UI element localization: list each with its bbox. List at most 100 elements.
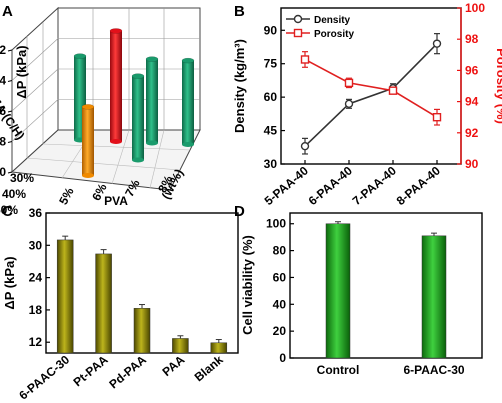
ytick-label: 36 <box>29 206 43 220</box>
bar-Pd-PAA <box>133 308 151 354</box>
bar-base-cap <box>132 157 144 163</box>
panel-a-ytick-label: 24 <box>0 74 6 88</box>
panel-a-ytick-label: 8 <box>0 135 6 149</box>
panel-b-y2tick-label: 100 <box>465 1 485 15</box>
bar-base-cap <box>182 142 194 147</box>
ytick-label: 80 <box>273 244 287 258</box>
bar-Blank <box>210 342 228 354</box>
panel-b-ytick-label: 30 <box>264 157 278 171</box>
panel-b-xtick-label: 8-PAA-40 <box>394 163 443 208</box>
panel-b-ytick-label: 60 <box>264 90 278 104</box>
ytick-label: 20 <box>273 324 287 338</box>
panel-b-y2tick-label: 98 <box>465 32 479 46</box>
bar-Pt-PAA <box>95 253 112 354</box>
ytick-label: 18 <box>29 303 43 317</box>
panel-a-ylabel: ΔP (kPa) <box>14 45 29 98</box>
panel-b-point-porosity <box>388 86 398 95</box>
side-grid <box>11 22 59 158</box>
bar-base-cap <box>146 140 158 146</box>
xtick-label: Pd-PAA <box>106 352 149 391</box>
panel-label-c: C <box>2 203 13 220</box>
panel-b-point-density <box>432 39 442 48</box>
bar-PAA <box>172 338 189 354</box>
bar-8%-30% <box>182 60 194 145</box>
panel-c-ylabel: ΔP (kPa) <box>2 256 17 309</box>
panel-b-point-porosity <box>300 55 310 64</box>
bar-7%-40% <box>132 76 144 160</box>
panel-b-ytick-label: 45 <box>264 124 278 138</box>
panel-label-a: A <box>2 3 13 20</box>
panel-label-d: D <box>234 203 245 220</box>
bar-base-cap <box>110 139 122 144</box>
bar-base-cap <box>82 173 94 178</box>
panel-b-series-porosity-line <box>304 58 438 118</box>
ytick-label: 40 <box>273 297 287 311</box>
panel-b-point-porosity <box>344 78 354 88</box>
panel-a-pva-tick: 5% <box>56 185 77 207</box>
panel-b-point-density <box>344 99 354 109</box>
ytick-label: 24 <box>29 271 43 285</box>
xtick-label: PAA <box>160 352 188 379</box>
bar-6-PAAC-30 <box>56 239 74 354</box>
xtick-label: 6-PAAC-30 <box>403 363 464 377</box>
ytick-label: 30 <box>29 238 43 252</box>
panel-b-xtick-label: 7-PAA-40 <box>350 163 399 208</box>
panel-d-frame <box>289 212 483 359</box>
panel-b-xtick-label: 6-PAA-40 <box>306 163 355 208</box>
panel-b-point-density <box>300 141 310 151</box>
panel-a-ytick-mark <box>7 171 13 174</box>
panel-a-ma-tick: 50% <box>0 203 18 217</box>
panel-b-y2tick-label: 96 <box>465 63 479 77</box>
panel-b-ytick-label: 90 <box>264 23 278 37</box>
panel-a-bars <box>73 28 195 178</box>
legend-density-marker <box>293 14 303 24</box>
panel-b-y2tick-label: 94 <box>465 95 479 109</box>
panel-label-b: B <box>234 3 245 20</box>
panel-b-ylabel: Density (kg/m³) <box>232 39 247 133</box>
panel-b-y2tick-label: 92 <box>465 126 479 140</box>
ytick-label: 0 <box>279 351 286 365</box>
bar-top-cap <box>81 104 95 110</box>
panel-a-ma-tick: 40% <box>2 187 26 201</box>
panel-b: B 304560759090929496981005-PAA-406-PAA-4… <box>232 1 502 208</box>
panel-a-ytick-label: 0 <box>0 165 6 179</box>
xtick-label: Pt-PAA <box>71 352 111 389</box>
panel-b-y2tick-label: 90 <box>465 157 479 171</box>
xtick-label: Control <box>317 363 360 377</box>
panel-a-ma-ticks: 30% 40% 50% <box>0 171 34 217</box>
legend-density-label: Density <box>314 15 351 26</box>
panel-a-xlabel: PVA <box>104 194 128 208</box>
ytick-label: 60 <box>273 270 287 284</box>
panel-d-ylabel: Cell viability (%) <box>240 235 255 335</box>
panel-b-ytick-label: 75 <box>264 57 278 71</box>
panel-a-ytick-mark <box>7 110 13 113</box>
xtick-label: 6-PAAC-30 <box>16 352 72 402</box>
panel-b-legend: Density Porosity <box>286 14 354 40</box>
legend-porosity-marker <box>293 28 303 38</box>
xtick-label: Blank <box>192 352 226 384</box>
bar-top-cap <box>109 28 123 34</box>
panel-d-plot: 0 20 40 60 80 100 Control 6-PAAC-30 <box>266 217 465 377</box>
panel-b-series-density-line <box>304 43 438 147</box>
bar-top-cap <box>145 56 159 62</box>
panel-a-ytick-mark <box>7 141 13 143</box>
legend-porosity-label: Porosity <box>314 29 354 40</box>
bar-top-cap <box>181 57 195 64</box>
ytick-label: 100 <box>266 217 286 231</box>
bar-6%-30% <box>110 30 122 142</box>
panel-a-ytick-label: 16 <box>0 104 6 118</box>
bar-top-cap <box>73 53 87 59</box>
panel-b-point-porosity <box>432 112 442 122</box>
panel-d: D 0 20 40 60 80 100 Control 6-PAAC-30 Cell viab… <box>234 203 483 377</box>
bar-Control <box>325 223 351 359</box>
panel-a-ytick-label: 32 <box>0 43 6 57</box>
panel-b-y2label: Porosity (%) <box>494 48 502 124</box>
bar-6%-50% <box>82 106 94 176</box>
panel-a-ytick-mark <box>7 49 13 52</box>
ytick-label: 12 <box>29 335 43 349</box>
panel-a-ma-tick: 30% <box>10 171 34 185</box>
bar-6-PAAC-30 <box>421 235 447 359</box>
